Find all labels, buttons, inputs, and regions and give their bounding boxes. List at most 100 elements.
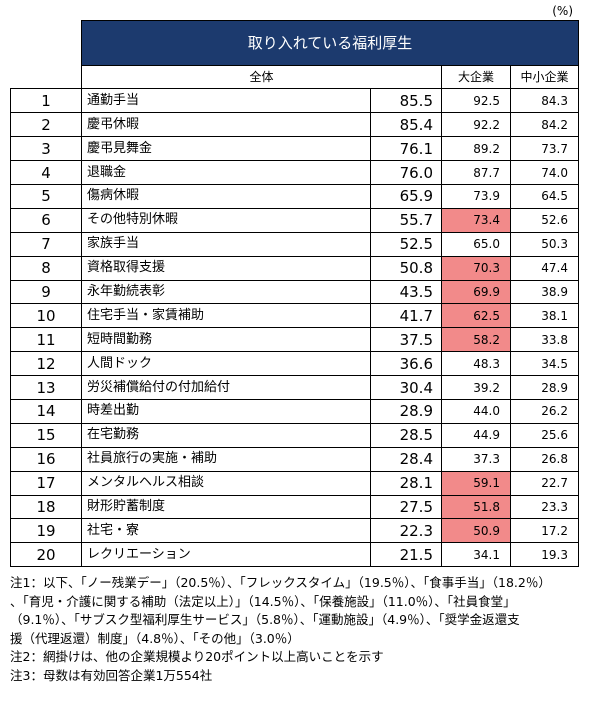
all-value-cell: 28.5: [370, 422, 442, 448]
rank-cell: 8: [10, 255, 82, 281]
rank-cell: 9: [10, 279, 82, 305]
sme-value-cell: 84.2: [510, 112, 579, 138]
rank-cell: 15: [10, 422, 82, 448]
large-value-cell: 89.2: [441, 136, 511, 162]
all-value-cell: 36.6: [370, 351, 442, 377]
header-all: 全体: [81, 64, 442, 90]
rank-cell: 3: [10, 136, 82, 162]
large-value-cell: 51.8: [441, 494, 511, 520]
table-body: 取り入れている福利厚生 全体 大企業 中小企業 1 通勤手当 85.5 92.5 84.…: [10, 20, 579, 568]
table-row: 12 人間ドック 36.6 48.3 34.5: [10, 351, 579, 377]
table-row: 17 メンタルヘルス相談 28.1 59.1 22.7: [10, 470, 579, 496]
all-value-cell: 41.7: [370, 303, 442, 329]
sme-value-cell: 19.3: [510, 542, 579, 568]
rank-cell: 14: [10, 398, 82, 424]
item-name-cell: 資格取得支援: [81, 255, 371, 281]
all-value-cell: 65.9: [370, 183, 442, 209]
rank-cell: 4: [10, 160, 82, 185]
sme-value-cell: 38.1: [510, 303, 579, 329]
note-line: 注3：母数は有効回答企業1万554社: [10, 667, 213, 683]
large-value-cell: 34.1: [441, 542, 511, 568]
all-value-cell: 28.4: [370, 446, 442, 472]
table-row: 5 傷病休暇 65.9 73.9 64.5: [10, 183, 579, 209]
all-value-cell: 30.4: [370, 375, 442, 400]
all-value-cell: 21.5: [370, 542, 442, 568]
item-name-cell: 短時間勤務: [81, 327, 371, 353]
item-name-cell: 財形貯蓄制度: [81, 494, 371, 520]
table-title: 取り入れている福利厚生: [81, 20, 579, 66]
large-value-cell: 48.3: [441, 351, 511, 377]
table-row: 2 慶弔休暇 85.4 92.2 84.2: [10, 112, 579, 138]
table-row: 11 短時間勤務 37.5 58.2 33.8: [10, 327, 579, 353]
item-name-cell: 住宅手当・家賃補助: [81, 303, 371, 329]
rank-cell: 2: [10, 112, 82, 138]
table-row: 8 資格取得支援 50.8 70.3 47.4: [10, 255, 579, 281]
item-name-cell: 時差出勤: [81, 398, 371, 424]
benefits-table: 取り入れている福利厚生 全体 大企業 中小企業 1 通勤手当 85.5 92.5 84.…: [10, 20, 579, 568]
table-row: 1 通勤手当 85.5 92.5 84.3: [10, 88, 579, 114]
note-line: （9.1％）、「サブスク型福利厚生サービス」（5.8％）、「運動施設」（4.9％…: [10, 612, 520, 627]
item-name-cell: 社宅・寮: [81, 518, 371, 544]
table-row: 19 社宅・寮 22.3 50.9 17.2: [10, 518, 579, 544]
sme-value-cell: 38.9: [510, 279, 579, 305]
item-name-cell: 退職金: [81, 160, 371, 185]
sme-value-cell: 73.7: [510, 136, 579, 162]
table-row: 6 その他特別休暇 55.7 73.4 52.6: [10, 207, 579, 233]
rank-cell: 19: [10, 518, 82, 544]
rank-cell: 12: [10, 351, 82, 377]
large-value-cell: 65.0: [441, 231, 511, 257]
large-value-cell: 92.5: [441, 88, 511, 114]
rank-cell: 11: [10, 327, 82, 353]
large-value-cell: 92.2: [441, 112, 511, 138]
large-value-cell: 44.9: [441, 422, 511, 448]
item-name-cell: 慶弔休暇: [81, 112, 371, 138]
blank-corner-cell: [11, 66, 82, 89]
large-value-cell: 87.7: [441, 160, 511, 185]
item-name-cell: 慶弔見舞金: [81, 136, 371, 162]
item-name-cell: レクリエーション: [81, 542, 371, 568]
item-name-cell: メンタルヘルス相談: [81, 470, 371, 496]
sme-value-cell: 25.6: [510, 422, 579, 448]
table-row: 20 レクリエーション 21.5 34.1 19.3: [10, 542, 579, 568]
large-value-cell: 37.3: [441, 446, 511, 472]
sme-value-cell: 47.4: [510, 255, 579, 281]
rank-cell: 10: [10, 303, 82, 329]
header-row: 全体 大企業 中小企業: [11, 64, 579, 90]
table-row: 15 在宅勤務 28.5 44.9 25.6: [10, 422, 579, 448]
rank-cell: 5: [10, 183, 82, 209]
item-name-cell: 在宅勤務: [81, 422, 371, 448]
item-name-cell: 人間ドック: [81, 351, 371, 377]
table-row: 13 労災補償給付の付加給付 30.4 39.2 28.9: [10, 375, 579, 400]
notes: 注1：以下、「ノー残業デー」（20.5％）、「フレックスタイム」（19.5％）、…: [10, 574, 585, 685]
rank-cell: 6: [10, 207, 82, 233]
all-value-cell: 43.5: [370, 279, 442, 305]
blank-corner-cell: [11, 21, 82, 66]
large-value-cell: 58.2: [441, 327, 511, 353]
sme-value-cell: 34.5: [510, 351, 579, 377]
sme-value-cell: 26.2: [510, 398, 579, 424]
table-row: 7 家族手当 52.5 65.0 50.3: [10, 231, 579, 257]
rank-cell: 1: [10, 88, 82, 114]
large-value-cell: 69.9: [441, 279, 511, 305]
sme-value-cell: 74.0: [510, 160, 579, 185]
all-value-cell: 27.5: [370, 494, 442, 520]
sme-value-cell: 33.8: [510, 327, 579, 353]
sme-value-cell: 64.5: [510, 183, 579, 209]
item-name-cell: 社員旅行の実施・補助: [81, 446, 371, 472]
item-name-cell: 通勤手当: [81, 88, 371, 114]
all-value-cell: 76.0: [370, 160, 442, 185]
rank-cell: 7: [10, 231, 82, 257]
title-row: 取り入れている福利厚生: [11, 20, 579, 66]
note-line: 援（代理返還）制度」（4.8％）、「その他」（3.0％）: [10, 630, 300, 646]
large-value-cell: 59.1: [441, 470, 511, 496]
all-value-cell: 28.1: [370, 470, 442, 496]
large-value-cell: 39.2: [441, 375, 511, 400]
rank-cell: 16: [10, 446, 82, 472]
all-value-cell: 52.5: [370, 231, 442, 257]
all-value-cell: 76.1: [370, 136, 442, 162]
note-line: 注2：網掛けは、他の企業規模より20ポイント以上高いことを示す: [10, 649, 384, 664]
all-value-cell: 55.7: [370, 207, 442, 233]
table-row: 16 社員旅行の実施・補助 28.4 37.3 26.8: [10, 446, 579, 472]
header-sme: 中小企業: [510, 64, 579, 90]
rank-cell: 18: [10, 494, 82, 520]
